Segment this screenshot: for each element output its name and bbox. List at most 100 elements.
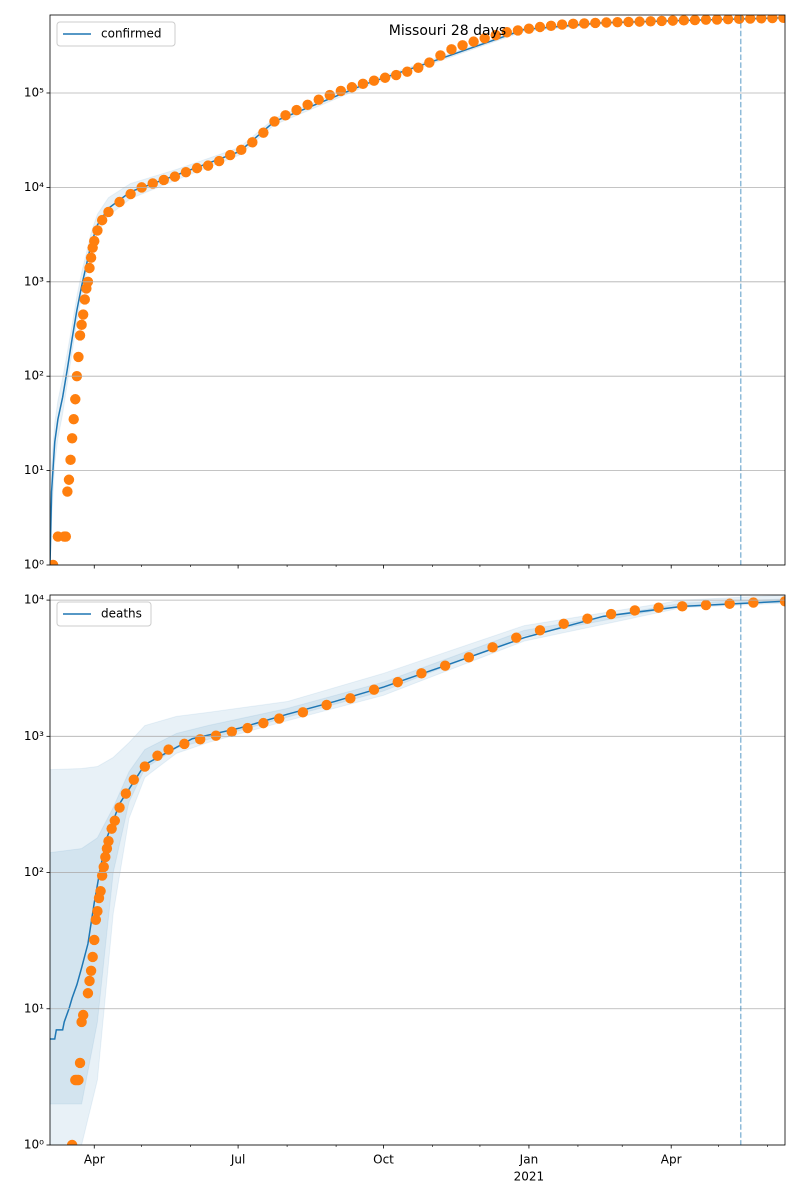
observed-point <box>152 750 163 761</box>
observed-point <box>73 1074 84 1086</box>
observed-point <box>114 196 125 208</box>
y-tick-label: 10⁴ <box>24 180 44 194</box>
plot-area <box>50 15 785 565</box>
observed-point <box>534 625 546 636</box>
observed-point <box>120 788 132 799</box>
y-tick-label: 10⁴ <box>24 593 44 607</box>
observed-point <box>689 15 701 26</box>
y-tick-label: 10⁰ <box>24 558 44 572</box>
observed-point <box>501 27 513 38</box>
observed-point <box>700 599 712 611</box>
y-tick-label: 10⁰ <box>24 1138 44 1152</box>
observed-point <box>63 474 75 485</box>
observed-point <box>402 66 413 77</box>
observed-point <box>779 596 785 607</box>
observed-point <box>100 851 111 863</box>
observed-point <box>390 69 402 81</box>
observed-point <box>84 975 95 987</box>
observed-point <box>357 78 369 90</box>
observed-point <box>677 601 688 612</box>
observed-point <box>302 99 313 110</box>
observed-point <box>66 433 78 444</box>
observed-point <box>490 29 501 41</box>
observed-point <box>65 454 76 466</box>
observed-point <box>213 155 225 167</box>
x-tick-label: Jul <box>230 1153 245 1167</box>
axes-frame <box>49 14 786 566</box>
observed-point <box>446 44 457 55</box>
observed-point <box>180 166 192 178</box>
observed-point <box>523 23 535 34</box>
observed-point <box>74 330 86 341</box>
observed-point <box>653 602 664 613</box>
observed-point <box>335 85 347 97</box>
y-tick-label: 10¹ <box>24 1001 44 1015</box>
observed-point <box>158 174 170 186</box>
observed-point <box>733 15 745 25</box>
observed-point <box>125 188 136 200</box>
observed-point <box>96 214 108 226</box>
x-tick-label: Jan <box>519 1153 539 1167</box>
observed-point <box>242 722 253 734</box>
observed-point <box>368 75 380 86</box>
observed-point <box>224 149 236 161</box>
observed-point <box>656 15 667 27</box>
observed-point <box>556 19 568 30</box>
observed-point <box>77 1009 89 1021</box>
y-tick-label: 10⁵ <box>24 85 44 99</box>
legend: confirmed <box>56 21 176 47</box>
observed-point <box>463 652 475 663</box>
legend: deaths <box>56 601 152 627</box>
observed-point <box>545 20 557 31</box>
observed-point <box>73 351 84 363</box>
observed-point <box>90 914 102 925</box>
observed-point <box>66 1139 78 1145</box>
observed-point <box>623 16 634 28</box>
observed-point <box>89 934 100 946</box>
chart-title: Missouri 28 days <box>389 23 506 39</box>
observed-point <box>582 613 593 624</box>
legend-box <box>56 601 152 627</box>
legend-label: confirmed <box>101 27 162 41</box>
observed-point <box>179 738 190 750</box>
observed-point <box>79 294 90 305</box>
observed-point <box>645 16 656 27</box>
observed-point <box>313 94 324 105</box>
observed-point <box>368 684 380 695</box>
observed-point <box>634 16 645 27</box>
observed-point <box>77 309 89 320</box>
observed-point <box>424 57 435 68</box>
plot-area <box>50 595 785 1145</box>
observed-point <box>711 15 723 25</box>
observed-point <box>87 951 98 963</box>
y-tick-label: 10³ <box>24 729 44 743</box>
observed-point <box>96 870 108 881</box>
observed-point <box>92 225 103 236</box>
observed-point <box>416 668 427 679</box>
x-tick-sublabel: 2021 <box>514 1170 545 1184</box>
observed-point <box>534 21 546 33</box>
observed-point <box>392 676 403 688</box>
observed-point <box>128 774 139 785</box>
observed-point <box>84 262 95 274</box>
observed-point <box>748 597 759 608</box>
legend-label: deaths <box>101 607 142 621</box>
observed-point <box>103 835 114 847</box>
observed-point <box>82 988 94 999</box>
observed-point <box>512 25 524 36</box>
observed-point <box>85 252 97 263</box>
observed-point <box>109 815 121 826</box>
y-tick-label: 10² <box>24 369 44 383</box>
observed-point <box>106 823 117 834</box>
observed-point <box>567 18 579 30</box>
observed-point <box>236 144 247 156</box>
observed-point <box>379 72 391 83</box>
observed-point <box>114 802 125 813</box>
observed-point <box>756 15 767 24</box>
observed-point <box>202 160 214 171</box>
observed-point <box>139 761 151 772</box>
observed-point <box>273 713 285 724</box>
confidence-band <box>50 598 785 1105</box>
observed-point <box>767 15 778 24</box>
observed-point <box>511 632 522 643</box>
